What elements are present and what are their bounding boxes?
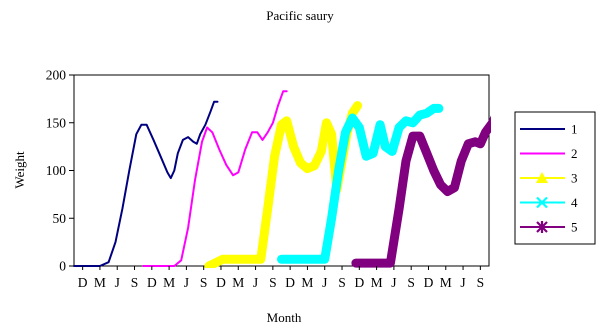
y-tick-label: 0 [59,259,66,274]
chart-title: Pacific saury [266,8,334,23]
x-tick-label: D [216,275,226,290]
x-tick-label: S [477,275,485,290]
series-1-line [73,100,219,267]
x-tick-label: J [460,275,465,290]
x-tick-label: S [407,275,415,290]
x-tick-label: J [322,275,327,290]
x-tick-label: D [354,275,364,290]
x-tick-label: M [94,275,106,290]
legend-marker [536,196,548,209]
series-5-line [351,115,491,268]
legend-item-2: 2 [520,146,578,161]
legend-label: 2 [571,146,578,161]
x-tick-label: S [269,275,277,290]
legend-item-5: 5 [520,220,578,235]
legend: 1 2 3 4 5 [514,111,596,245]
legend-label: 3 [571,171,578,186]
x-tick-label: S [131,275,139,290]
series-4-line [277,103,444,264]
x-tick-label: M [440,275,452,290]
x-tick-label: M [163,275,175,290]
series-layer [73,90,491,268]
x-tick-label: S [338,275,346,290]
y-axis: 0 50 100 150 200 [46,68,74,274]
legend-item-4: 4 [520,195,578,210]
x-tick-label: J [184,275,189,290]
y-tick-label: 150 [46,115,67,130]
legend-marker [536,221,548,233]
plot-area [73,74,490,267]
y-tick-label: 200 [46,68,67,83]
x-tick-label: D [147,275,157,290]
x-tick-label: M [301,275,313,290]
legend-label: 4 [571,195,578,210]
x-tick-label: M [371,275,383,290]
y-axis-label: Weight [12,151,27,189]
legend-item-1: 1 [520,122,578,137]
x-axis-label: Month [267,310,302,325]
x-tick-label: S [200,275,208,290]
x-tick-label: J [391,275,396,290]
legend-label: 5 [571,220,578,235]
x-tick-label: J [253,275,258,290]
legend-item-3: 3 [520,171,578,186]
x-tick-label: D [285,275,295,290]
y-tick-label: 50 [53,211,67,226]
series-2-line [142,90,288,267]
legend-marker [536,172,548,183]
x-tick-label: J [115,275,120,290]
legend-label: 1 [571,122,578,137]
x-tick-label: D [78,275,88,290]
x-tick-label: D [424,275,434,290]
y-tick-label: 100 [46,163,67,178]
x-tick-label: M [232,275,244,290]
